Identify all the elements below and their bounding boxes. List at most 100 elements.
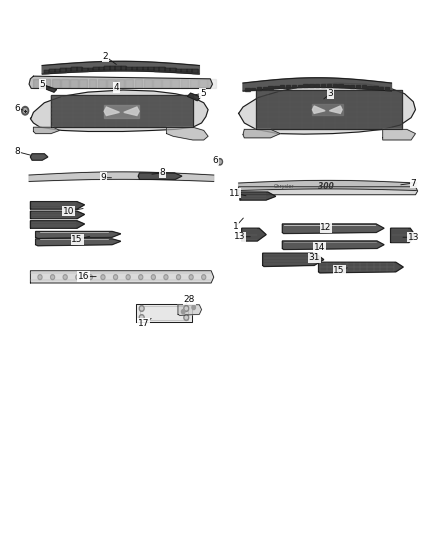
Polygon shape xyxy=(383,130,416,140)
Polygon shape xyxy=(88,68,93,70)
Text: 10: 10 xyxy=(63,207,74,216)
Circle shape xyxy=(190,276,192,278)
Text: 2: 2 xyxy=(102,52,108,61)
Polygon shape xyxy=(154,67,159,70)
Polygon shape xyxy=(329,106,342,114)
Circle shape xyxy=(89,276,91,278)
Polygon shape xyxy=(132,67,137,70)
Polygon shape xyxy=(29,172,214,181)
Polygon shape xyxy=(263,253,324,266)
Circle shape xyxy=(219,160,221,164)
Polygon shape xyxy=(107,79,115,88)
Circle shape xyxy=(113,274,117,279)
Polygon shape xyxy=(159,67,165,71)
Text: 7: 7 xyxy=(410,179,416,188)
Circle shape xyxy=(139,274,143,279)
Polygon shape xyxy=(127,67,132,70)
Text: 15: 15 xyxy=(71,235,83,244)
Circle shape xyxy=(39,276,41,278)
Circle shape xyxy=(202,274,206,279)
Polygon shape xyxy=(332,84,337,87)
Polygon shape xyxy=(257,87,261,90)
Polygon shape xyxy=(243,130,280,138)
Polygon shape xyxy=(110,66,115,70)
Polygon shape xyxy=(98,79,106,88)
Polygon shape xyxy=(373,86,378,89)
Text: 4: 4 xyxy=(113,83,119,92)
Polygon shape xyxy=(115,66,120,70)
Circle shape xyxy=(192,305,195,310)
Polygon shape xyxy=(170,69,176,71)
Polygon shape xyxy=(165,68,170,71)
Polygon shape xyxy=(116,79,124,88)
Circle shape xyxy=(152,274,155,279)
Text: 8: 8 xyxy=(14,147,20,156)
Polygon shape xyxy=(99,67,104,70)
Polygon shape xyxy=(187,93,201,101)
Polygon shape xyxy=(55,69,60,72)
Polygon shape xyxy=(391,228,416,243)
Polygon shape xyxy=(292,85,296,87)
Circle shape xyxy=(181,310,185,314)
Circle shape xyxy=(140,276,141,278)
Polygon shape xyxy=(121,67,126,70)
Polygon shape xyxy=(208,79,216,88)
Circle shape xyxy=(63,274,67,279)
Polygon shape xyxy=(70,79,78,88)
Circle shape xyxy=(164,274,168,279)
Polygon shape xyxy=(350,85,354,87)
Polygon shape xyxy=(181,69,187,72)
Polygon shape xyxy=(143,67,148,70)
Text: 6: 6 xyxy=(212,156,219,165)
Polygon shape xyxy=(338,84,343,87)
Polygon shape xyxy=(30,211,85,219)
Polygon shape xyxy=(30,201,85,209)
Polygon shape xyxy=(199,79,207,88)
Circle shape xyxy=(77,276,79,278)
Text: 8: 8 xyxy=(159,168,165,177)
Circle shape xyxy=(165,276,167,278)
Text: 16: 16 xyxy=(78,272,89,281)
Text: 13: 13 xyxy=(407,233,419,242)
Circle shape xyxy=(101,274,105,279)
Polygon shape xyxy=(283,241,384,249)
Circle shape xyxy=(141,316,143,319)
Text: 14: 14 xyxy=(314,243,325,252)
Polygon shape xyxy=(190,79,198,88)
Polygon shape xyxy=(274,86,279,88)
Circle shape xyxy=(203,276,205,278)
Polygon shape xyxy=(125,79,133,88)
Polygon shape xyxy=(144,79,152,88)
Polygon shape xyxy=(166,127,208,140)
Circle shape xyxy=(126,274,130,279)
Circle shape xyxy=(23,109,27,113)
Polygon shape xyxy=(239,180,417,190)
Polygon shape xyxy=(138,173,182,179)
Circle shape xyxy=(184,305,189,311)
Polygon shape xyxy=(312,104,343,115)
Polygon shape xyxy=(315,84,319,87)
Polygon shape xyxy=(297,85,302,87)
Polygon shape xyxy=(49,69,55,72)
Polygon shape xyxy=(104,66,110,70)
Text: 31: 31 xyxy=(308,254,320,262)
Polygon shape xyxy=(93,67,99,70)
Circle shape xyxy=(152,276,154,278)
Polygon shape xyxy=(180,79,188,88)
Polygon shape xyxy=(134,79,142,88)
Polygon shape xyxy=(356,85,360,88)
Polygon shape xyxy=(79,79,87,88)
Text: 9: 9 xyxy=(100,173,106,182)
Polygon shape xyxy=(104,105,139,118)
Polygon shape xyxy=(268,86,273,89)
Polygon shape xyxy=(280,85,285,88)
Polygon shape xyxy=(176,69,181,72)
Text: 28: 28 xyxy=(184,295,195,304)
Circle shape xyxy=(88,274,92,279)
Polygon shape xyxy=(43,86,57,92)
Polygon shape xyxy=(283,224,384,233)
Polygon shape xyxy=(286,85,290,88)
Text: 11: 11 xyxy=(229,189,240,198)
Polygon shape xyxy=(44,70,49,72)
Polygon shape xyxy=(242,228,266,241)
